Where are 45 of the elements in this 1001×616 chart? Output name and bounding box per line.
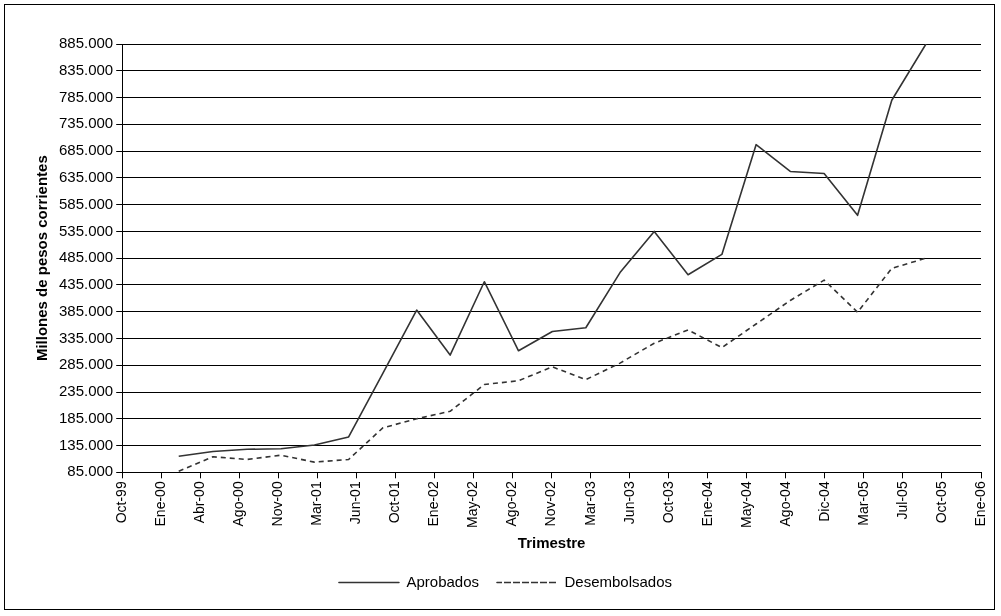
y-tick-label: 285.000 xyxy=(58,355,114,373)
x-tick-label: Ene-02 xyxy=(425,481,442,527)
x-tick-label: Nov-00 xyxy=(269,481,286,527)
x-tick-label: Oct-05 xyxy=(932,481,949,524)
x-tick-label: Oct-03 xyxy=(659,481,676,524)
legend-label: Desembolsados xyxy=(564,572,673,590)
y-tick-label: 735.000 xyxy=(58,114,114,132)
y-axis-title: Millones de pesos corrientes xyxy=(33,155,51,362)
y-tick-label: 835.000 xyxy=(58,60,114,78)
y-tick-label: 685.000 xyxy=(58,141,114,159)
y-tick-label: 435.000 xyxy=(58,275,114,293)
x-tick-label: Ene-06 xyxy=(971,481,988,527)
x-tick-label: Mar-01 xyxy=(308,481,325,526)
x-tick-label: Dic-04 xyxy=(815,481,832,522)
y-tick-label: 635.000 xyxy=(58,167,114,185)
y-tick-label: 235.000 xyxy=(58,382,114,400)
x-tick-label: Jun-03 xyxy=(620,481,637,525)
y-tick-label: 335.000 xyxy=(58,328,114,346)
x-tick-label: Ago-04 xyxy=(776,481,793,527)
x-tick-label: May-04 xyxy=(737,481,754,528)
x-tick-label: Ago-02 xyxy=(503,481,520,527)
line-series xyxy=(177,257,927,473)
x-tick-label: Mar-03 xyxy=(581,481,598,526)
x-axis-title: Trimestre xyxy=(517,534,586,552)
y-tick-label: 535.000 xyxy=(58,221,114,239)
x-tick-label: May-02 xyxy=(464,481,481,528)
y-tick-label: 85.000 xyxy=(67,462,114,480)
x-tick-label: Abr-00 xyxy=(191,481,208,524)
x-tick-label: Nov-02 xyxy=(542,481,559,527)
x-tick-label: Jun-01 xyxy=(347,481,364,525)
x-tick-label: Ago-00 xyxy=(230,481,247,527)
y-tick-label: 135.000 xyxy=(58,435,114,453)
x-tick-label: Mar-05 xyxy=(854,481,871,526)
y-tick-label: 585.000 xyxy=(58,194,114,212)
y-tick-label: 885.000 xyxy=(58,34,114,52)
x-tick-label: Jul-05 xyxy=(893,481,910,520)
legend-label: Aprobados xyxy=(406,572,480,590)
y-tick-label: 385.000 xyxy=(58,301,114,319)
x-tick-label: Ene-00 xyxy=(152,481,169,527)
y-tick-label: 185.000 xyxy=(58,408,114,426)
y-tick-label: 785.000 xyxy=(58,87,114,105)
x-tick-label: Oct-99 xyxy=(113,481,130,524)
x-tick-label: Oct-01 xyxy=(386,481,403,524)
y-tick-label: 485.000 xyxy=(58,248,114,266)
x-tick-label: Ene-04 xyxy=(698,481,715,527)
